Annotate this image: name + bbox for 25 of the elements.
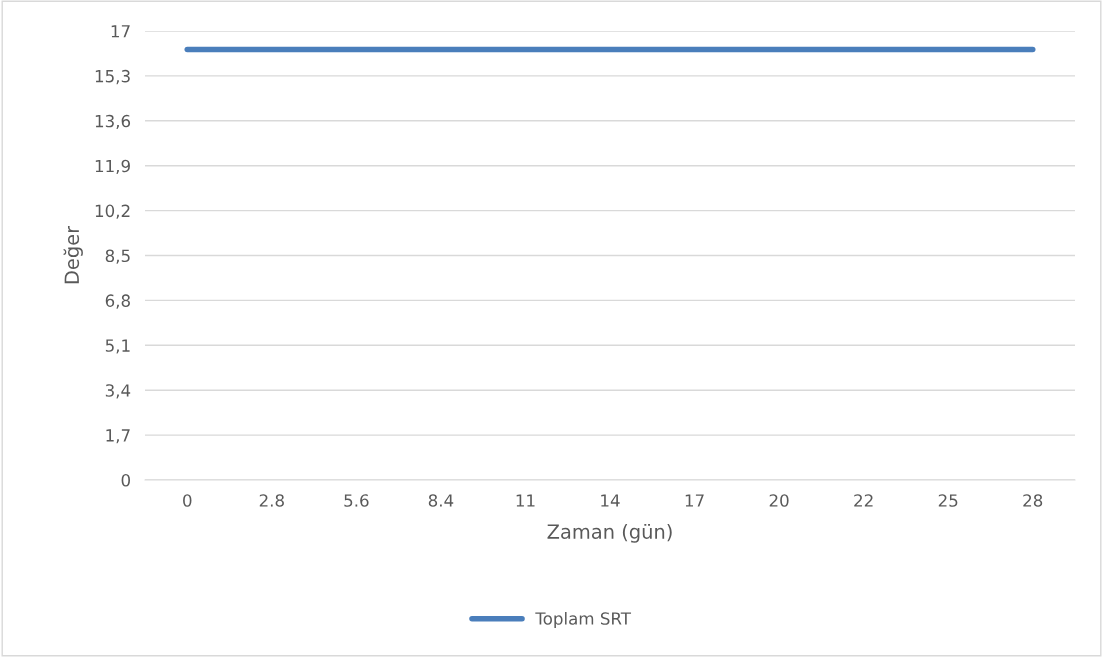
y-tick-label: 1,7: [106, 429, 130, 444]
x-axis-title: Zaman (gün): [547, 523, 672, 543]
x-tick-label: 2.8: [259, 494, 284, 507]
y-tick-label: 10,2: [95, 204, 130, 219]
y-tick-label: 0: [121, 473, 130, 487]
y-tick-label: 6,8: [105, 294, 130, 309]
y-tick-label: 17: [111, 25, 130, 38]
y-axis-title: Değer: [63, 225, 83, 284]
x-tick-label: 14: [601, 494, 620, 507]
y-tick-label: 13,6: [95, 114, 131, 130]
y-tick-label: 15,3: [95, 69, 130, 85]
x-tick-label: 22: [854, 494, 873, 507]
y-tick-label: 5,1: [105, 339, 130, 354]
x-tick-label: 17: [685, 494, 704, 507]
y-tick-label: 11,9: [95, 159, 130, 174]
x-tick-label: 8.4: [428, 494, 454, 507]
y-tick-label: 3,4: [105, 384, 131, 399]
x-tick-label: 5.6: [344, 494, 369, 507]
x-tick-label: 25: [938, 494, 958, 507]
x-tick-label: 28: [1023, 494, 1043, 507]
x-tick-label: 11: [516, 494, 535, 507]
x-tick-label: 0: [183, 494, 192, 507]
y-tick-label: 8,5: [105, 249, 130, 264]
legend-label: Toplam SRT: [535, 611, 632, 629]
x-tick-label: 20: [769, 494, 789, 507]
